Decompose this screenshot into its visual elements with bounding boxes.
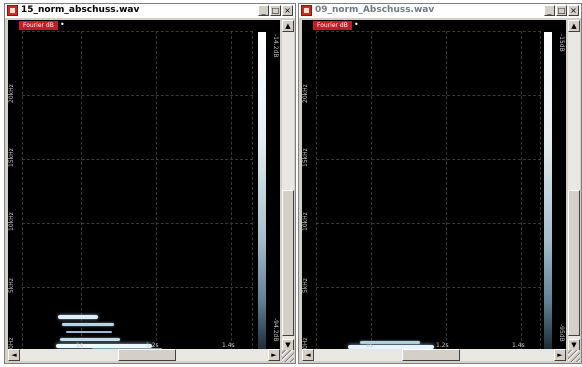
- resize-grip[interactable]: [282, 350, 294, 362]
- spectral-energy: [60, 338, 120, 341]
- x-tick-label: 1.2s: [146, 342, 159, 349]
- scroll-left-button[interactable]: ◄: [302, 349, 314, 361]
- tag-marker: •: [60, 20, 65, 29]
- y-tick-label: 20kHz: [8, 84, 15, 104]
- colorbar: [544, 32, 552, 350]
- title-bar[interactable]: 15_norm_abschuss.wav _ □ ×: [5, 4, 295, 18]
- spectral-energy: [360, 341, 420, 344]
- close-button[interactable]: ×: [568, 5, 579, 16]
- y-tick-label: 15kHz: [8, 148, 15, 168]
- horizontal-scrollbar[interactable]: ◄ ►: [8, 349, 280, 361]
- x-tick-label: 1s: [76, 342, 83, 349]
- spectrogram-plot[interactable]: Fourier dB • 0Hz 5kHz 10kHz 15kHz 20kHz …: [302, 20, 566, 351]
- scroll-left-button[interactable]: ◄: [8, 349, 20, 361]
- spectral-energy: [66, 331, 112, 333]
- x-tick-label: 1.4s: [222, 342, 235, 349]
- colorbar-min-label: -95dB: [558, 324, 565, 342]
- y-tick-label: 15kHz: [302, 148, 309, 168]
- resize-grip[interactable]: [568, 350, 580, 362]
- colorbar: [258, 32, 266, 350]
- app-icon[interactable]: [301, 5, 312, 16]
- x-tick-label: 1.4s: [512, 342, 525, 349]
- vertical-scroll-thumb[interactable]: [568, 190, 580, 336]
- horizontal-scrollbar[interactable]: ◄ ►: [302, 349, 566, 361]
- spectrogram-window-1[interactable]: 15_norm_abschuss.wav _ □ × Fourier dB •: [4, 3, 296, 364]
- spectrogram-window-2[interactable]: 09_norm_Abschuss.wav _ □ × Fourier dB • …: [298, 3, 582, 364]
- vertical-scroll-thumb[interactable]: [282, 190, 294, 336]
- spectral-energy: [348, 345, 434, 349]
- x-tick-label: 1s: [366, 342, 373, 349]
- horizontal-scroll-thumb[interactable]: [402, 349, 460, 361]
- maximize-button[interactable]: □: [556, 5, 567, 16]
- vertical-scrollbar[interactable]: ▲ ▼: [568, 20, 580, 351]
- app-icon[interactable]: [7, 5, 18, 16]
- spectrogram-plot[interactable]: Fourier dB • 0Hz 5kHz 10kHz 15kHz 20k: [8, 20, 280, 351]
- window-title: 09_norm_Abschuss.wav: [315, 5, 435, 15]
- spectral-energy: [62, 323, 114, 326]
- y-tick-label: 10kHz: [8, 212, 15, 232]
- colorbar-max-label: -14.2dB: [272, 34, 279, 58]
- scroll-up-button[interactable]: ▲: [568, 20, 580, 32]
- colorbar-max-label: -15dB: [558, 34, 565, 52]
- tag-marker: •: [354, 20, 359, 29]
- plot-grid: [22, 31, 253, 351]
- vertical-scrollbar[interactable]: ▲ ▼: [282, 20, 294, 351]
- spectral-energy: [56, 344, 152, 348]
- y-tick-label: 5kHz: [8, 278, 15, 294]
- plot-grid: [316, 31, 541, 351]
- fourier-db-tag[interactable]: Fourier dB: [313, 21, 352, 30]
- scroll-up-button[interactable]: ▲: [282, 20, 294, 32]
- spectral-energy: [58, 315, 98, 319]
- title-bar[interactable]: 09_norm_Abschuss.wav _ □ ×: [299, 4, 581, 18]
- maximize-button[interactable]: □: [270, 5, 281, 16]
- y-tick-label: 20kHz: [302, 84, 309, 104]
- scroll-right-button[interactable]: ►: [554, 349, 566, 361]
- y-tick-label: 10kHz: [302, 212, 309, 232]
- y-tick-label: 5kHz: [302, 278, 309, 294]
- scroll-right-button[interactable]: ►: [268, 349, 280, 361]
- fourier-db-tag[interactable]: Fourier dB: [19, 21, 58, 30]
- horizontal-scroll-thumb[interactable]: [118, 349, 176, 361]
- close-button[interactable]: ×: [282, 5, 293, 16]
- window-title: 15_norm_abschuss.wav: [21, 5, 140, 15]
- x-tick-label: 1.2s: [436, 342, 449, 349]
- minimize-button[interactable]: _: [258, 5, 269, 16]
- minimize-button[interactable]: _: [544, 5, 555, 16]
- colorbar-min-label: -94.2dB: [272, 318, 279, 342]
